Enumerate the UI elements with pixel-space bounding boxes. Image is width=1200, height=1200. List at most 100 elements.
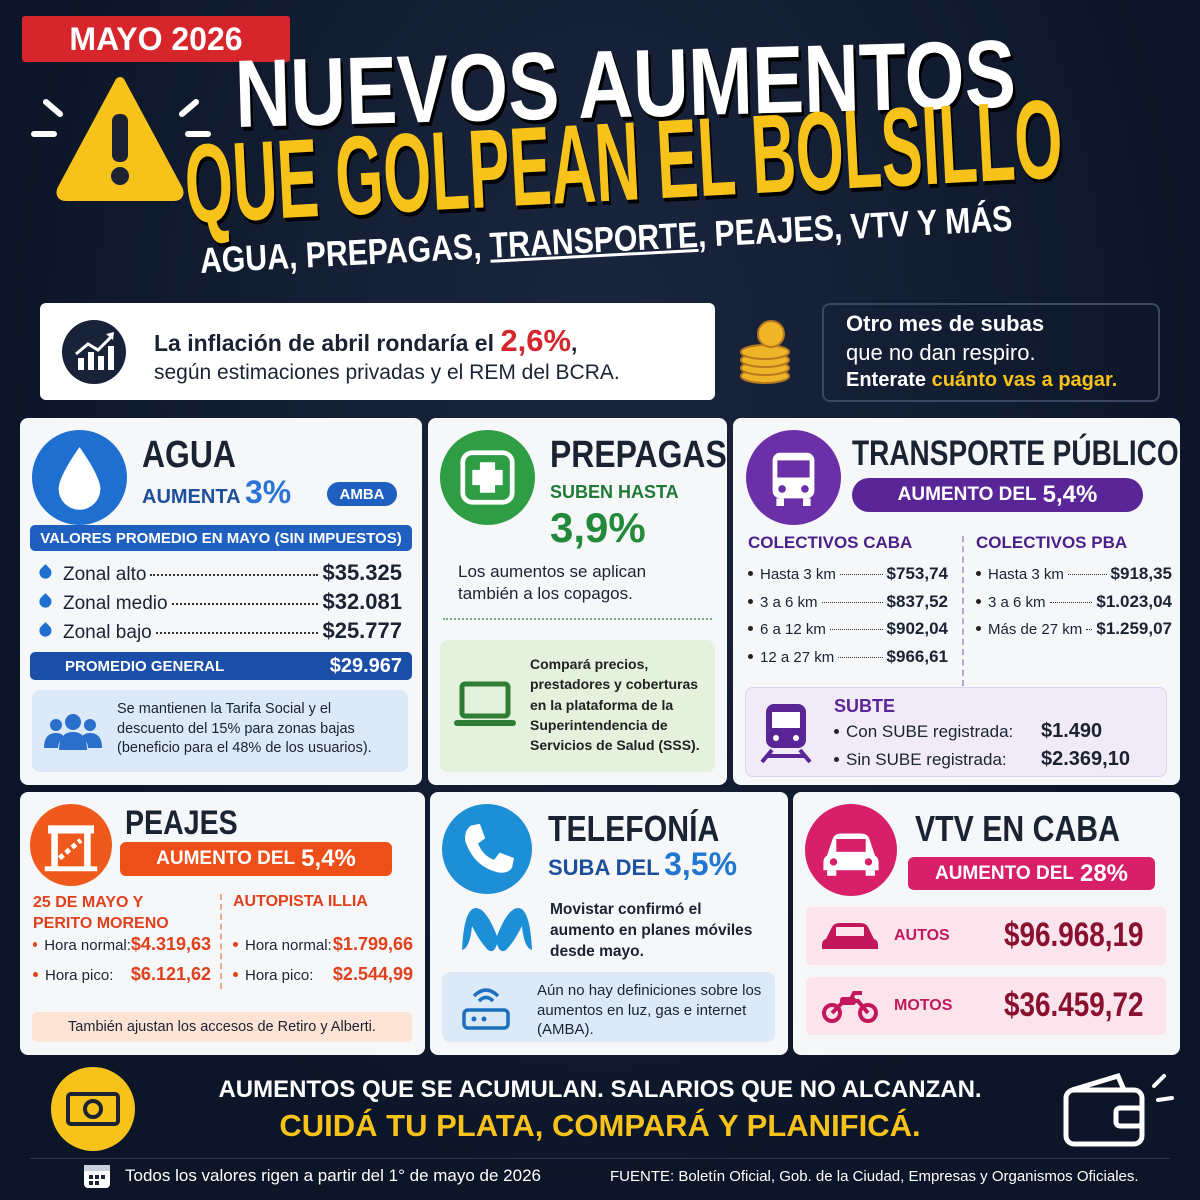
average-value: $29.967 — [329, 655, 402, 677]
increase-banner: AUMENTO DEL 5,4% — [120, 842, 392, 876]
price-row: Zonal alto $35.325 — [32, 560, 402, 589]
row-label: Zonal medio — [63, 593, 168, 614]
note-box: Aún no hay definiciones sobre los aument… — [442, 972, 775, 1042]
row-label: 12 a 27 km — [760, 648, 835, 666]
note-box: Se mantienen la Tarifa Social y el descu… — [32, 690, 408, 772]
price-row: 3 a 6 km $837,52 — [748, 592, 948, 620]
moto-icon — [822, 991, 878, 1023]
router-icon — [462, 988, 510, 1030]
promo-line: Enterate cuánto vas a pagar. — [846, 369, 1117, 392]
leader — [155, 632, 319, 634]
fare-list: Hasta 3 km $918,35 3 a 6 km $1.023,04 Más de… — [976, 564, 1172, 647]
subtitle-text: AUMENTA — [142, 486, 241, 508]
note-box: También ajustan los accesos de Retiro y … — [32, 1012, 412, 1042]
card-title: AGUA — [142, 434, 236, 476]
price-row: Hora pico: $2.544,99 — [233, 964, 413, 994]
row-value: $2.369,10 — [1041, 748, 1130, 770]
group-title: AUTOPISTA ILLIA — [233, 893, 368, 910]
row-value: $902,04 — [886, 619, 948, 638]
row-label: Hora pico: — [245, 967, 314, 984]
leader — [171, 603, 319, 605]
leader — [150, 574, 319, 576]
validity-note: Todos los valores rigen a partir del 1° … — [125, 1166, 541, 1185]
movistar-text: Movistar confirmó el aumento en planes m… — [550, 901, 753, 960]
row-label: Zonal alto — [63, 564, 147, 585]
movistar-logo — [462, 908, 532, 952]
card-subtitle: AUMENTA 3% — [142, 474, 291, 511]
promo-highlight: cuánto vas a pagar. — [931, 369, 1118, 391]
price-row: Hasta 3 km $918,35 — [976, 564, 1172, 592]
leader — [1067, 574, 1107, 575]
percent: 5,4% — [301, 845, 356, 872]
price-row: Hasta 3 km $753,74 — [748, 564, 948, 592]
row-value: $6.121,62 — [130, 964, 211, 984]
row-value: $918,35 — [1110, 564, 1172, 583]
wallet-icon — [1063, 1072, 1174, 1147]
footer-line-2: CUIDÁ TU PLATA, COMPARÁ Y PLANIFICÁ. — [279, 1108, 921, 1143]
date-badge: MAYO 2026 — [22, 16, 290, 62]
row-value: $966,61 — [886, 646, 948, 666]
row-value: $837,52 — [886, 591, 948, 611]
money-icon — [51, 1067, 135, 1151]
increase-banner: AUMENTO DEL 28% — [908, 857, 1155, 890]
leader — [838, 656, 883, 658]
warning-icon — [31, 77, 211, 201]
row-label: Zonal bajo — [63, 622, 152, 643]
price-row: Hora normal: $1.799,66 — [233, 934, 413, 964]
calendar-icon — [84, 1165, 110, 1188]
coins-icon — [740, 320, 790, 384]
vtv-row: MOTOS $36.459,72 — [806, 977, 1166, 1035]
inflation-line-1: La inflación de abril rondaría el 2,6%, — [154, 323, 577, 359]
card-title: PEAJES — [125, 804, 238, 842]
row-value: $1.259,07 — [1096, 619, 1172, 638]
row-label: Más de 27 km — [988, 621, 1083, 638]
percent: 3,5% — [664, 846, 738, 882]
note-text: Los aumentos se aplican también a los co… — [458, 562, 647, 604]
divider — [962, 536, 964, 686]
vtv-card: VTV EN CABA AUMENTO DEL 28% AUTOS $96.968… — [793, 792, 1180, 1055]
agua-card: AGUA AUMENTA 3% AMBA VALORES PROMEDIO EN… — [20, 418, 422, 785]
price-list: Zonal alto $35.325 Zonal medio $32.081 Zonal… — [32, 560, 402, 647]
leader — [829, 629, 883, 630]
row-value: $1.490 — [1041, 720, 1103, 742]
row-value: $2.544,99 — [332, 964, 413, 984]
banner-text: AUMENTO DEL — [156, 848, 296, 869]
inflation-box: La inflación de abril rondaría el 2,6%, … — [40, 303, 715, 400]
price-row: Hora pico: $6.121,62 — [33, 964, 211, 994]
card-title: TRANSPORTE PÚBLICO — [852, 434, 1179, 473]
people-icon — [44, 714, 102, 750]
separator — [443, 618, 712, 620]
price-row: Hora normal: $4.319,63 — [33, 934, 211, 964]
source-note: FUENTE: Boletín Oficial, Gob. de la Ciud… — [610, 1168, 1139, 1185]
inflation-value: 2,6% — [500, 323, 572, 358]
card-title: TELEFONÍA — [548, 808, 720, 849]
subte-title: SUBTE — [834, 696, 896, 716]
vehicle-price: $96.968,19 — [1004, 916, 1144, 954]
vehicle-label: MOTOS — [894, 997, 953, 1014]
card-subtitle: SUBEN HASTA — [550, 482, 679, 502]
row-value: $1.799,66 — [332, 934, 413, 954]
inflation-text: La inflación de abril rondaría el — [154, 330, 501, 356]
group-title: 25 DE MAYO Y PERITO MORENO — [33, 894, 169, 932]
banner-text: AUMENTO DEL — [897, 484, 1037, 505]
vehicle-price: $36.459,72 — [1004, 986, 1144, 1024]
row-label: 3 a 6 km — [760, 593, 818, 611]
leader — [1049, 601, 1093, 603]
phone-icon — [442, 804, 532, 894]
note-text: Se mantienen la Tarifa Social y el descu… — [117, 701, 372, 757]
subtitle-text: SUBA DEL — [548, 855, 660, 880]
tip-text: Compará precios, prestadores y cobertura… — [530, 656, 700, 754]
row-label: Hasta 3 km — [988, 566, 1064, 583]
toll-list: Hora normal: $4.319,63 Hora pico: $6.121,62 — [33, 934, 211, 994]
train-icon — [760, 704, 812, 764]
chart-icon — [62, 320, 126, 384]
row-value: $25.777 — [322, 618, 402, 643]
row-label: Sin SUBE registrada: — [846, 750, 1007, 769]
percent: 3% — [244, 474, 292, 510]
laptop-icon — [454, 681, 516, 726]
promo-box: Otro mes de subas que no dan respiro. En… — [822, 303, 1160, 402]
row-value: $1.023,04 — [1096, 591, 1172, 611]
toll-list: Hora normal: $1.799,66 Hora pico: $2.544,99 — [233, 934, 413, 994]
group-title: COLECTIVOS CABA — [748, 533, 913, 552]
